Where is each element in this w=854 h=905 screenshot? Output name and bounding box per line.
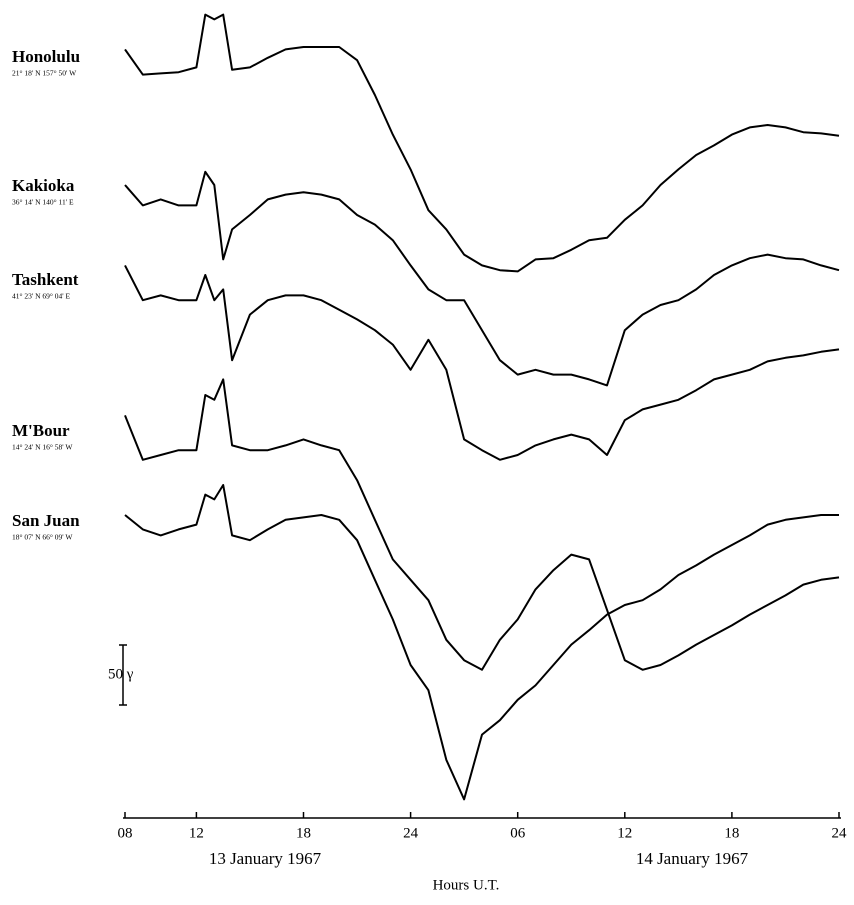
- station-coords: 36° 14' N 140° 11' E: [12, 198, 74, 207]
- x-tick-label: 18: [296, 825, 311, 841]
- trace: [124, 13, 840, 273]
- station-name: M'Bour: [12, 421, 70, 440]
- station-coords: 18° 07' N 66° 09' W: [12, 533, 73, 542]
- station-coords: 14° 24' N 16° 58' W: [12, 443, 73, 452]
- station-coords: 41° 23' N 69° 04' E: [12, 292, 70, 301]
- x-axis-label: Hours U.T.: [433, 877, 500, 893]
- x-tick-label: 24: [832, 825, 848, 841]
- station-name: Kakioka: [12, 176, 75, 195]
- x-tick-label: 06: [510, 825, 526, 841]
- trace: [124, 484, 839, 801]
- station-coords: 21° 18' N 157° 50' W: [12, 69, 77, 78]
- trace: [124, 264, 840, 461]
- date-label: 14 January 1967: [636, 849, 749, 868]
- station-name: Tashkent: [12, 270, 79, 289]
- trace: [124, 378, 840, 671]
- date-label: 13 January 1967: [209, 849, 322, 868]
- x-tick-label: 24: [403, 825, 419, 841]
- scale-label: 50 γ: [108, 666, 134, 682]
- station-name: Honolulu: [12, 47, 80, 66]
- x-tick-label: 08: [118, 825, 133, 841]
- station-name: San Juan: [12, 511, 80, 530]
- x-tick-label: 12: [617, 825, 632, 841]
- x-tick-label: 12: [189, 825, 204, 841]
- trace: [124, 170, 840, 387]
- x-tick-label: 18: [724, 825, 739, 841]
